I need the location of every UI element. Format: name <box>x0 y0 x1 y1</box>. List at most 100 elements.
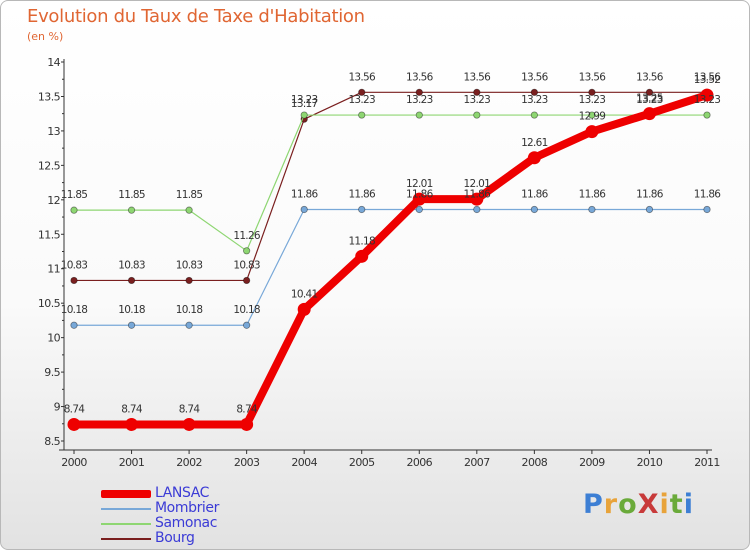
legend-item-mombrier: Mombrier <box>101 501 219 516</box>
data-point-bourg <box>70 276 78 285</box>
x-tick-label: 2007 <box>464 456 490 469</box>
data-label-bourg: 13.17 <box>291 98 318 110</box>
data-point-mombrier <box>415 205 423 214</box>
data-label-lansac: 12.01 <box>464 178 491 190</box>
data-label-bourg: 13.56 <box>406 71 434 83</box>
y-tick-label: 9 <box>54 401 61 414</box>
data-point-samonac <box>243 247 251 255</box>
chart-subtitle: (en %) <box>27 30 64 43</box>
data-label-mombrier: 10.18 <box>61 304 88 316</box>
data-label-lansac: 13.52 <box>694 74 721 86</box>
data-label-samonac: 11.85 <box>61 189 88 201</box>
data-label-samonac: 11.26 <box>233 230 261 242</box>
data-point-samonac <box>358 111 366 119</box>
logo-letter: X <box>637 489 660 520</box>
y-tick-label: 11.5 <box>38 228 61 241</box>
data-point-mombrier <box>358 205 366 214</box>
legend-swatch-lansac <box>101 489 151 498</box>
data-point-lansac <box>240 417 254 431</box>
data-point-samonac <box>703 111 711 119</box>
logo-letter: P <box>583 489 604 520</box>
data-point-bourg <box>645 88 654 96</box>
data-point-samonac <box>415 111 423 119</box>
data-point-mombrier <box>70 321 78 329</box>
data-label-mombrier: 11.86 <box>291 188 319 200</box>
chart-title: Evolution du Taux de Taxe d'Habitation <box>27 6 365 27</box>
data-point-lansac <box>527 151 541 165</box>
data-label-lansac: 8.74 <box>64 403 86 415</box>
data-label-bourg: 13.56 <box>636 71 664 83</box>
data-point-samonac <box>530 111 538 119</box>
data-point-lansac <box>585 125 599 139</box>
logo-letter: i <box>683 489 694 520</box>
data-point-lansac <box>182 417 196 431</box>
data-label-mombrier: 10.18 <box>176 304 203 316</box>
series-line-bourg <box>73 91 708 282</box>
legend-label-bourg: Bourg <box>155 530 195 546</box>
x-tick-label: 2003 <box>234 456 260 469</box>
legend-item-lansac: LANSAC <box>101 486 219 501</box>
data-point-lansac <box>125 417 139 431</box>
x-tick-label: 2002 <box>176 456 202 469</box>
data-label-mombrier: 11.86 <box>521 188 549 200</box>
data-point-mombrier <box>530 205 538 214</box>
proxiti-logo: ProXiti <box>583 489 694 520</box>
data-point-bourg <box>530 88 538 96</box>
data-point-samonac <box>588 111 596 119</box>
data-label-mombrier: 11.86 <box>694 188 722 200</box>
legend-swatch-samonac <box>101 522 151 525</box>
series-line-mombrier <box>73 208 708 326</box>
data-label-bourg: 13.56 <box>464 71 492 83</box>
data-point-bourg <box>415 88 423 96</box>
data-point-lansac <box>700 88 714 102</box>
x-tick-label: 2010 <box>637 456 663 469</box>
legend-label-mombrier: Mombrier <box>155 500 219 516</box>
legend-label-samonac: Samonac <box>155 515 218 531</box>
data-label-mombrier: 11.86 <box>464 188 492 200</box>
x-tick-label: 2011 <box>694 456 720 469</box>
x-tick-label: 2005 <box>349 456 375 469</box>
data-point-mombrier <box>127 321 136 329</box>
data-point-mombrier <box>185 321 193 329</box>
data-point-bourg <box>185 276 193 285</box>
series-line-lansac <box>70 91 711 429</box>
series-line-samonac <box>73 114 708 252</box>
data-label-bourg: 13.56 <box>694 71 722 83</box>
data-label-samonac: 13.23 <box>406 94 433 106</box>
value-labels: 10.83 10.83 10.83 10.83 13.17 13.56 13.56 13.56… <box>61 71 722 415</box>
data-point-samonac <box>70 206 78 214</box>
legend-item-bourg: Bourg <box>101 531 219 546</box>
data-point-mombrier <box>703 205 711 214</box>
x-tick-label: 2006 <box>406 456 432 469</box>
y-tick-label: 9.5 <box>44 366 60 379</box>
data-label-lansac: 11.18 <box>348 235 375 247</box>
x-tick-label: 2001 <box>119 456 145 469</box>
x-tick-label: 2000 <box>61 456 87 469</box>
logo-letter: i <box>659 489 670 520</box>
data-label-lansac: 13.25 <box>636 93 663 105</box>
data-point-samonac <box>127 206 136 214</box>
logo-letter: r <box>603 489 619 520</box>
data-point-mombrier <box>645 205 654 214</box>
y-tick-label: 8.5 <box>44 435 60 448</box>
data-label-lansac: 8.74 <box>179 403 201 415</box>
logo-letter: t <box>669 489 684 520</box>
data-label-mombrier: 11.86 <box>636 188 664 200</box>
y-tick-label: 12 <box>47 194 60 207</box>
data-point-mombrier <box>588 205 596 214</box>
data-label-lansac: 12.99 <box>579 111 606 123</box>
data-point-lansac <box>297 302 311 316</box>
data-point-mombrier <box>473 205 481 214</box>
data-point-samonac <box>300 111 308 119</box>
data-point-bourg <box>473 88 481 96</box>
data-label-lansac: 8.74 <box>121 403 143 415</box>
data-label-mombrier: 11.86 <box>579 188 607 200</box>
data-label-bourg: 10.83 <box>118 259 145 271</box>
data-label-lansac: 12.61 <box>521 137 548 149</box>
data-label-mombrier: 10.18 <box>118 304 145 316</box>
data-label-samonac: 13.23 <box>464 94 491 106</box>
data-label-lansac: 10.41 <box>291 288 318 300</box>
data-label-bourg: 13.56 <box>579 71 607 83</box>
data-label-samonac: 13.23 <box>579 94 606 106</box>
